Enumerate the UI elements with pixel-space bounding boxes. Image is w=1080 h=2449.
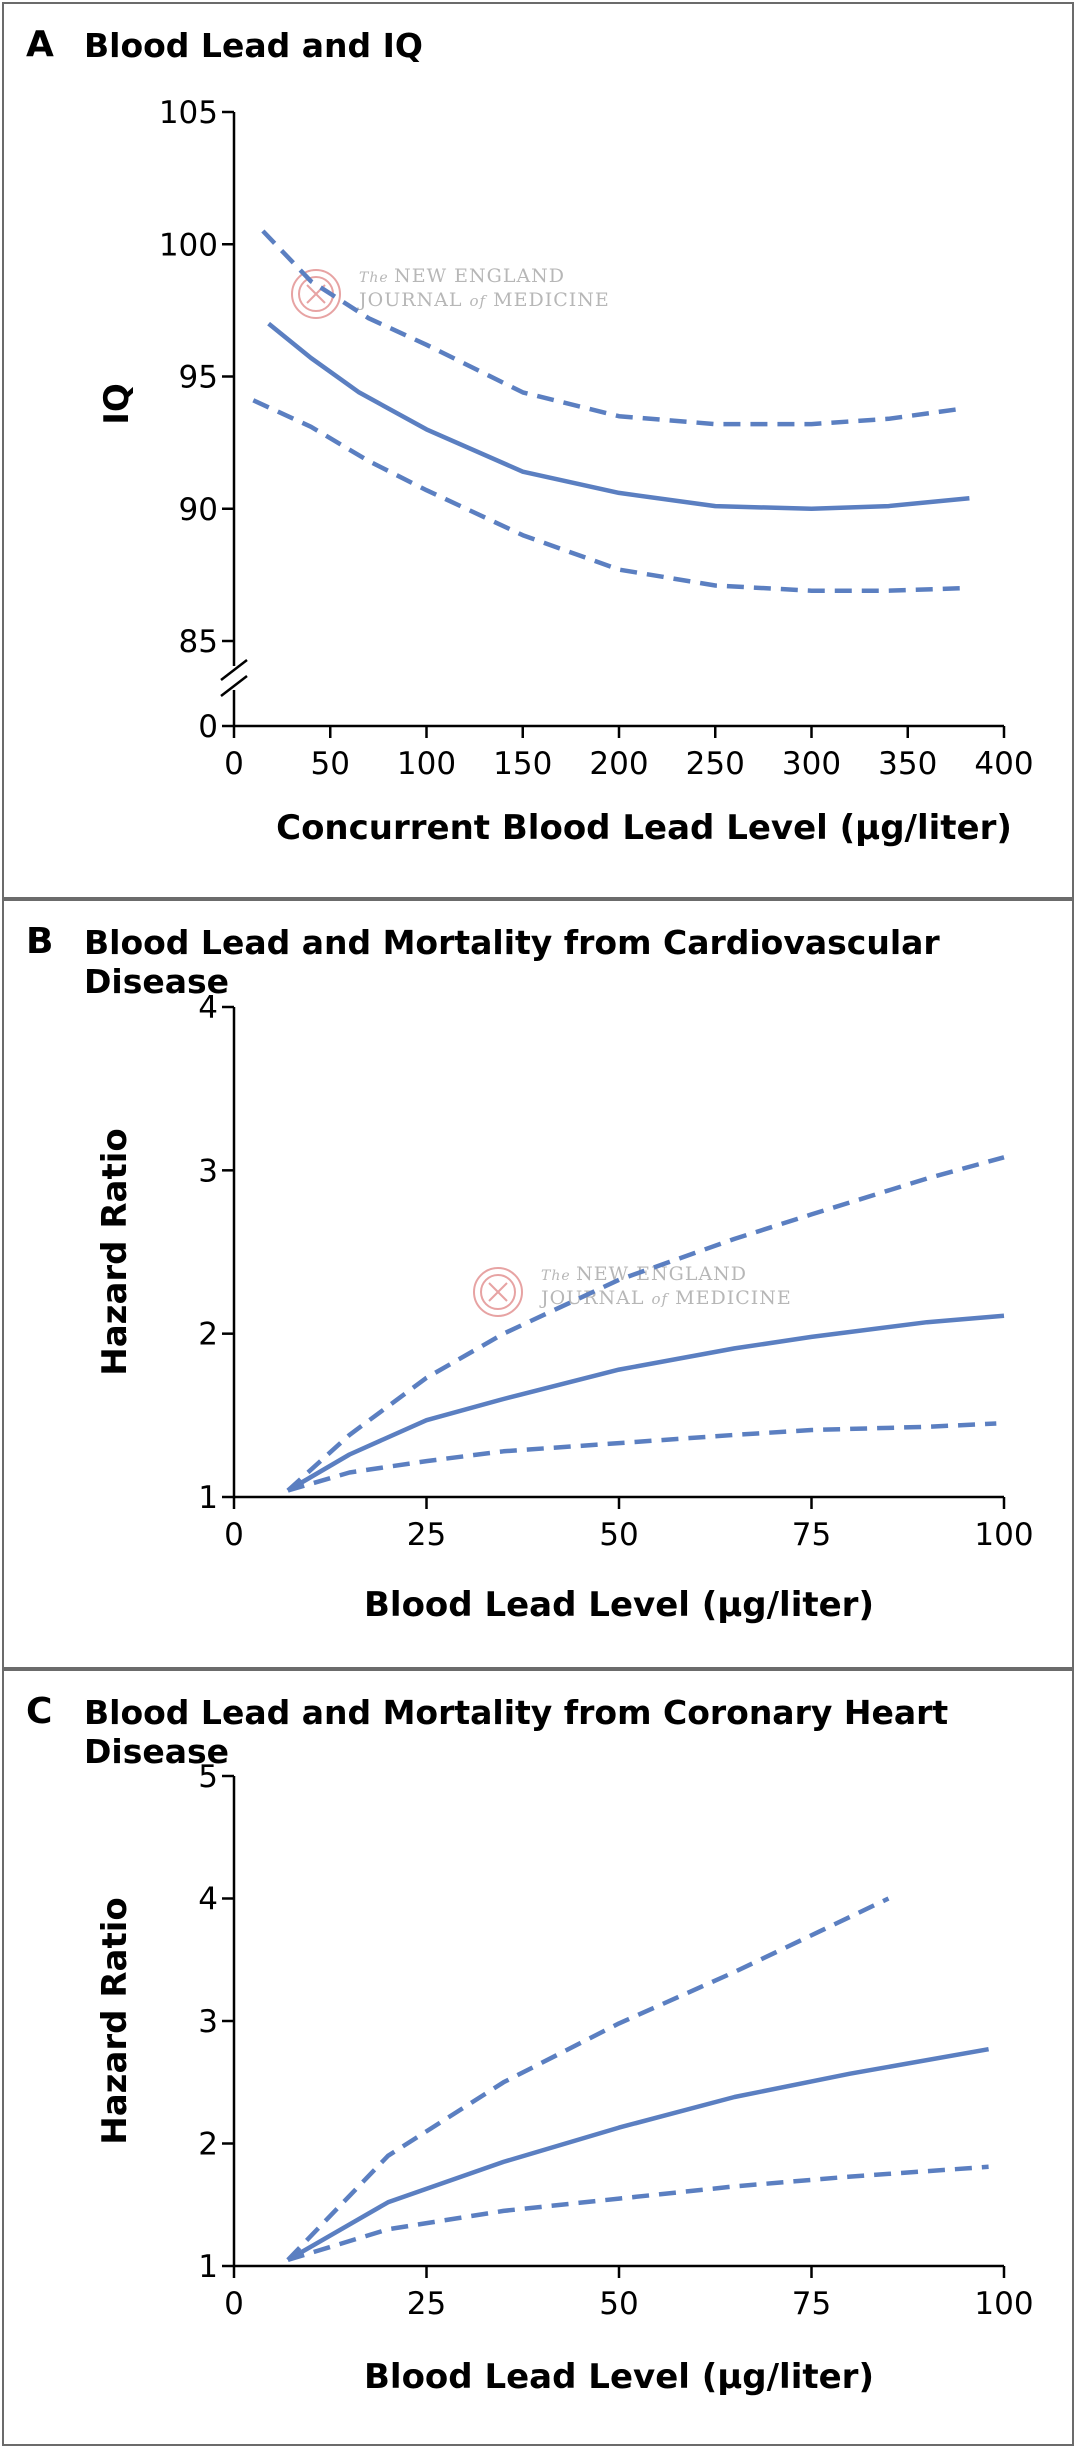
y-axis-label: IQ xyxy=(97,383,137,425)
y-tick-label: 4 xyxy=(198,1882,218,1918)
x-tick-label: 25 xyxy=(407,1517,446,1553)
x-axis-label: Blood Lead Level (µg/liter) xyxy=(364,1585,874,1625)
confidence-bound-line xyxy=(252,398,966,593)
x-tick-label: 50 xyxy=(599,2286,638,2322)
x-tick-label: 75 xyxy=(792,1517,831,1553)
x-tick-label: 0 xyxy=(224,746,244,782)
y-tick-label: 2 xyxy=(198,2127,218,2163)
nejm-seal-icon xyxy=(480,1274,516,1310)
x-tick-label: 0 xyxy=(224,2286,244,2322)
x-tick-label: 25 xyxy=(407,2286,446,2322)
panel-letter: B xyxy=(26,921,54,962)
x-tick-label: 150 xyxy=(493,746,552,782)
y-tick-label: 100 xyxy=(159,227,218,263)
y-tick-label: 105 xyxy=(159,95,218,131)
estimate-line xyxy=(286,1313,1005,1493)
x-tick-label: 50 xyxy=(599,1517,638,1553)
x-tick-label: 100 xyxy=(397,746,456,782)
panel-letter: C xyxy=(26,1691,53,1732)
confidence-bound-line xyxy=(287,2164,989,2263)
panel-letter: A xyxy=(26,24,54,65)
axis-break-mark xyxy=(220,659,248,681)
y-tick-label: 95 xyxy=(179,360,218,396)
y-tick-label: 0 xyxy=(198,709,218,745)
y-tick-label: 90 xyxy=(179,492,218,528)
x-tick-label: 200 xyxy=(589,746,648,782)
x-tick-label: 300 xyxy=(782,746,841,782)
panel-title: Blood Lead and Mortality from Coronary H… xyxy=(84,1693,949,1771)
panel-c: C Blood Lead and Mortality from Coronary… xyxy=(2,1669,1074,2446)
watermark-line-2: JOURNAL of MEDICINE xyxy=(539,1287,792,1309)
confidence-bound-line xyxy=(286,1155,1005,1493)
nejm-seal-icon xyxy=(488,1282,508,1302)
x-tick-label: 100 xyxy=(974,1517,1033,1553)
panel-a: A Blood Lead and IQ 105 100 95 90 85 0 0 50 100 1… xyxy=(2,2,1074,899)
x-tick-label: 75 xyxy=(792,2286,831,2322)
y-tick-label: 4 xyxy=(198,990,218,1026)
iq-chart: 105 100 95 90 85 00 50 100 150 200 250 300 350 400 Con… xyxy=(97,95,1034,848)
x-tick-label: 0 xyxy=(224,1517,244,1553)
watermark-line-1: The NEW ENGLAND xyxy=(359,265,565,287)
cardiovascular-chart: 4 3 2 10 25 50 75 100 Blood Lead Level (µg/liter… xyxy=(95,990,1034,1625)
y-tick-label: 1 xyxy=(198,1480,218,1516)
x-tick-label: 50 xyxy=(311,746,350,782)
y-tick-label: 2 xyxy=(198,1317,218,1353)
y-tick-label: 3 xyxy=(198,2004,218,2040)
confidence-bound-line xyxy=(287,1421,997,1493)
watermark-line-2: JOURNAL of MEDICINE xyxy=(357,289,610,311)
confidence-bound-line xyxy=(286,1896,890,2262)
watermark-line-1: The NEW ENGLAND xyxy=(541,1263,747,1285)
coronary-chart: 5 4 3 2 10 25 50 75 100 Blood Lead Level (µg/lite… xyxy=(95,1759,1034,2397)
panel-title: Blood Lead and Mortality from Cardiovasc… xyxy=(84,923,940,1001)
y-tick-label: 5 xyxy=(198,1759,218,1795)
x-axis-label: Concurrent Blood Lead Level (µg/liter) xyxy=(276,808,1012,848)
y-tick-label: 85 xyxy=(179,624,218,660)
y-tick-label: 3 xyxy=(198,1153,218,1189)
panel-b: B Blood Lead and Mortality from Cardiova… xyxy=(2,899,1074,1669)
confidence-bound-line xyxy=(261,229,966,427)
estimate-line xyxy=(267,321,970,512)
nejm-seal-icon xyxy=(473,1267,523,1317)
panel-title: Blood Lead and IQ xyxy=(84,26,423,65)
x-tick-label: 400 xyxy=(974,746,1033,782)
x-tick-label: 100 xyxy=(974,2286,1033,2322)
estimate-line xyxy=(286,2046,989,2262)
nejm-seal-icon xyxy=(291,269,341,319)
y-axis-label: Hazard Ratio xyxy=(95,1128,135,1375)
axis-break-mark xyxy=(220,675,248,697)
x-axis-label: Blood Lead Level (µg/liter) xyxy=(364,2357,874,2397)
x-tick-label: 350 xyxy=(878,746,937,782)
y-tick-label: 1 xyxy=(198,2249,218,2285)
x-tick-label: 250 xyxy=(686,746,745,782)
y-axis-label: Hazard Ratio xyxy=(95,1897,135,2144)
